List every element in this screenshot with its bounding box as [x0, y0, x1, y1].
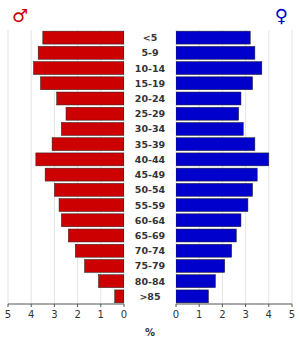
- bar: [43, 31, 124, 44]
- tick-label: 2: [74, 309, 80, 320]
- series-label: ♀: [275, 5, 288, 26]
- tick-mark: [8, 304, 9, 307]
- axis-line: [176, 304, 292, 305]
- tick-mark: [268, 304, 269, 307]
- tick-mark: [245, 304, 246, 307]
- tick-label: 1: [196, 309, 202, 320]
- category-label: 55-59: [135, 200, 165, 211]
- tick-label: 1: [98, 309, 104, 320]
- bar: [176, 168, 257, 181]
- category-label: 65-69: [135, 230, 165, 241]
- tick-label: 2: [219, 309, 225, 320]
- category-label: 5-9: [141, 47, 158, 58]
- axis-line: [8, 304, 124, 305]
- category-label: 45-49: [135, 169, 165, 180]
- category-label: 40-44: [135, 154, 166, 165]
- bar: [176, 122, 243, 135]
- bars-left: [34, 31, 124, 303]
- bar: [176, 153, 269, 166]
- bar: [61, 122, 124, 135]
- bar: [176, 77, 253, 90]
- bar: [57, 92, 124, 105]
- bar: [115, 290, 124, 303]
- bar: [176, 107, 239, 120]
- bar: [176, 138, 255, 151]
- tick-mark: [176, 304, 177, 307]
- category-label: 15-19: [135, 78, 165, 89]
- grid: [8, 30, 292, 304]
- bar: [176, 199, 248, 212]
- bar: [75, 244, 124, 257]
- grid-line: [31, 30, 32, 304]
- tick-mark: [31, 304, 32, 307]
- bar: [176, 31, 250, 44]
- bar: [54, 183, 124, 196]
- bar: [68, 229, 124, 242]
- bar: [176, 259, 225, 272]
- tick-label: 5: [289, 309, 295, 320]
- tick-label: 3: [51, 309, 57, 320]
- category-label: >85: [139, 291, 160, 302]
- tick-label: 0: [121, 309, 127, 320]
- axis-label: %: [145, 327, 155, 338]
- tick-mark: [54, 304, 55, 307]
- bar: [176, 62, 262, 75]
- bar: [45, 168, 124, 181]
- bar: [59, 199, 124, 212]
- bar: [85, 259, 124, 272]
- bar: [52, 138, 124, 151]
- category-label: 75-79: [135, 260, 165, 271]
- category-label: <5: [143, 32, 158, 43]
- tick-mark: [222, 304, 223, 307]
- bar: [34, 62, 124, 75]
- x-axes: 0 0 1 1 2 2 3 3 4 4 5 5: [5, 304, 295, 320]
- category-labels: >85 80-84 75-79 70-74 65-69 60-64 55-59 50-54 45…: [135, 32, 166, 302]
- category-label: 20-24: [135, 93, 166, 104]
- bar: [66, 107, 124, 120]
- bar: [36, 153, 124, 166]
- bar: [38, 46, 124, 59]
- category-label: 50-54: [135, 184, 166, 195]
- bar: [176, 183, 253, 196]
- category-label: 70-74: [135, 245, 166, 256]
- category-label: 10-14: [135, 63, 166, 74]
- bars-right: [176, 31, 269, 303]
- bar: [176, 214, 241, 227]
- bar: [176, 290, 208, 303]
- tick-mark: [77, 304, 78, 307]
- grid-line: [8, 30, 9, 304]
- category-label: 60-64: [135, 215, 166, 226]
- tick-label: 4: [266, 309, 272, 320]
- tick-mark: [292, 304, 293, 307]
- bar: [61, 214, 124, 227]
- tick-mark: [199, 304, 200, 307]
- grid-line: [268, 30, 269, 304]
- bar: [176, 46, 255, 59]
- category-label: 30-34: [135, 123, 166, 134]
- chart-svg: >8580-8475-7970-7465-6960-6455-5950-5445…: [0, 0, 300, 346]
- category-label: 25-29: [135, 108, 165, 119]
- tick-label: 4: [28, 309, 34, 320]
- tick-mark: [124, 304, 125, 307]
- bar: [176, 229, 236, 242]
- tick-mark: [100, 304, 101, 307]
- bar: [176, 275, 215, 288]
- grid-line: [292, 30, 293, 304]
- tick-label: 0: [173, 309, 179, 320]
- bar: [40, 77, 124, 90]
- chart-container: >8580-8475-7970-7465-6960-6455-5950-5445…: [0, 0, 300, 346]
- category-label: 80-84: [135, 276, 166, 287]
- category-label: 35-39: [135, 139, 165, 150]
- series-label: ♂: [12, 5, 28, 26]
- bar: [176, 92, 241, 105]
- bar: [98, 275, 124, 288]
- tick-label: 5: [5, 309, 11, 320]
- bar: [176, 244, 232, 257]
- tick-label: 3: [242, 309, 248, 320]
